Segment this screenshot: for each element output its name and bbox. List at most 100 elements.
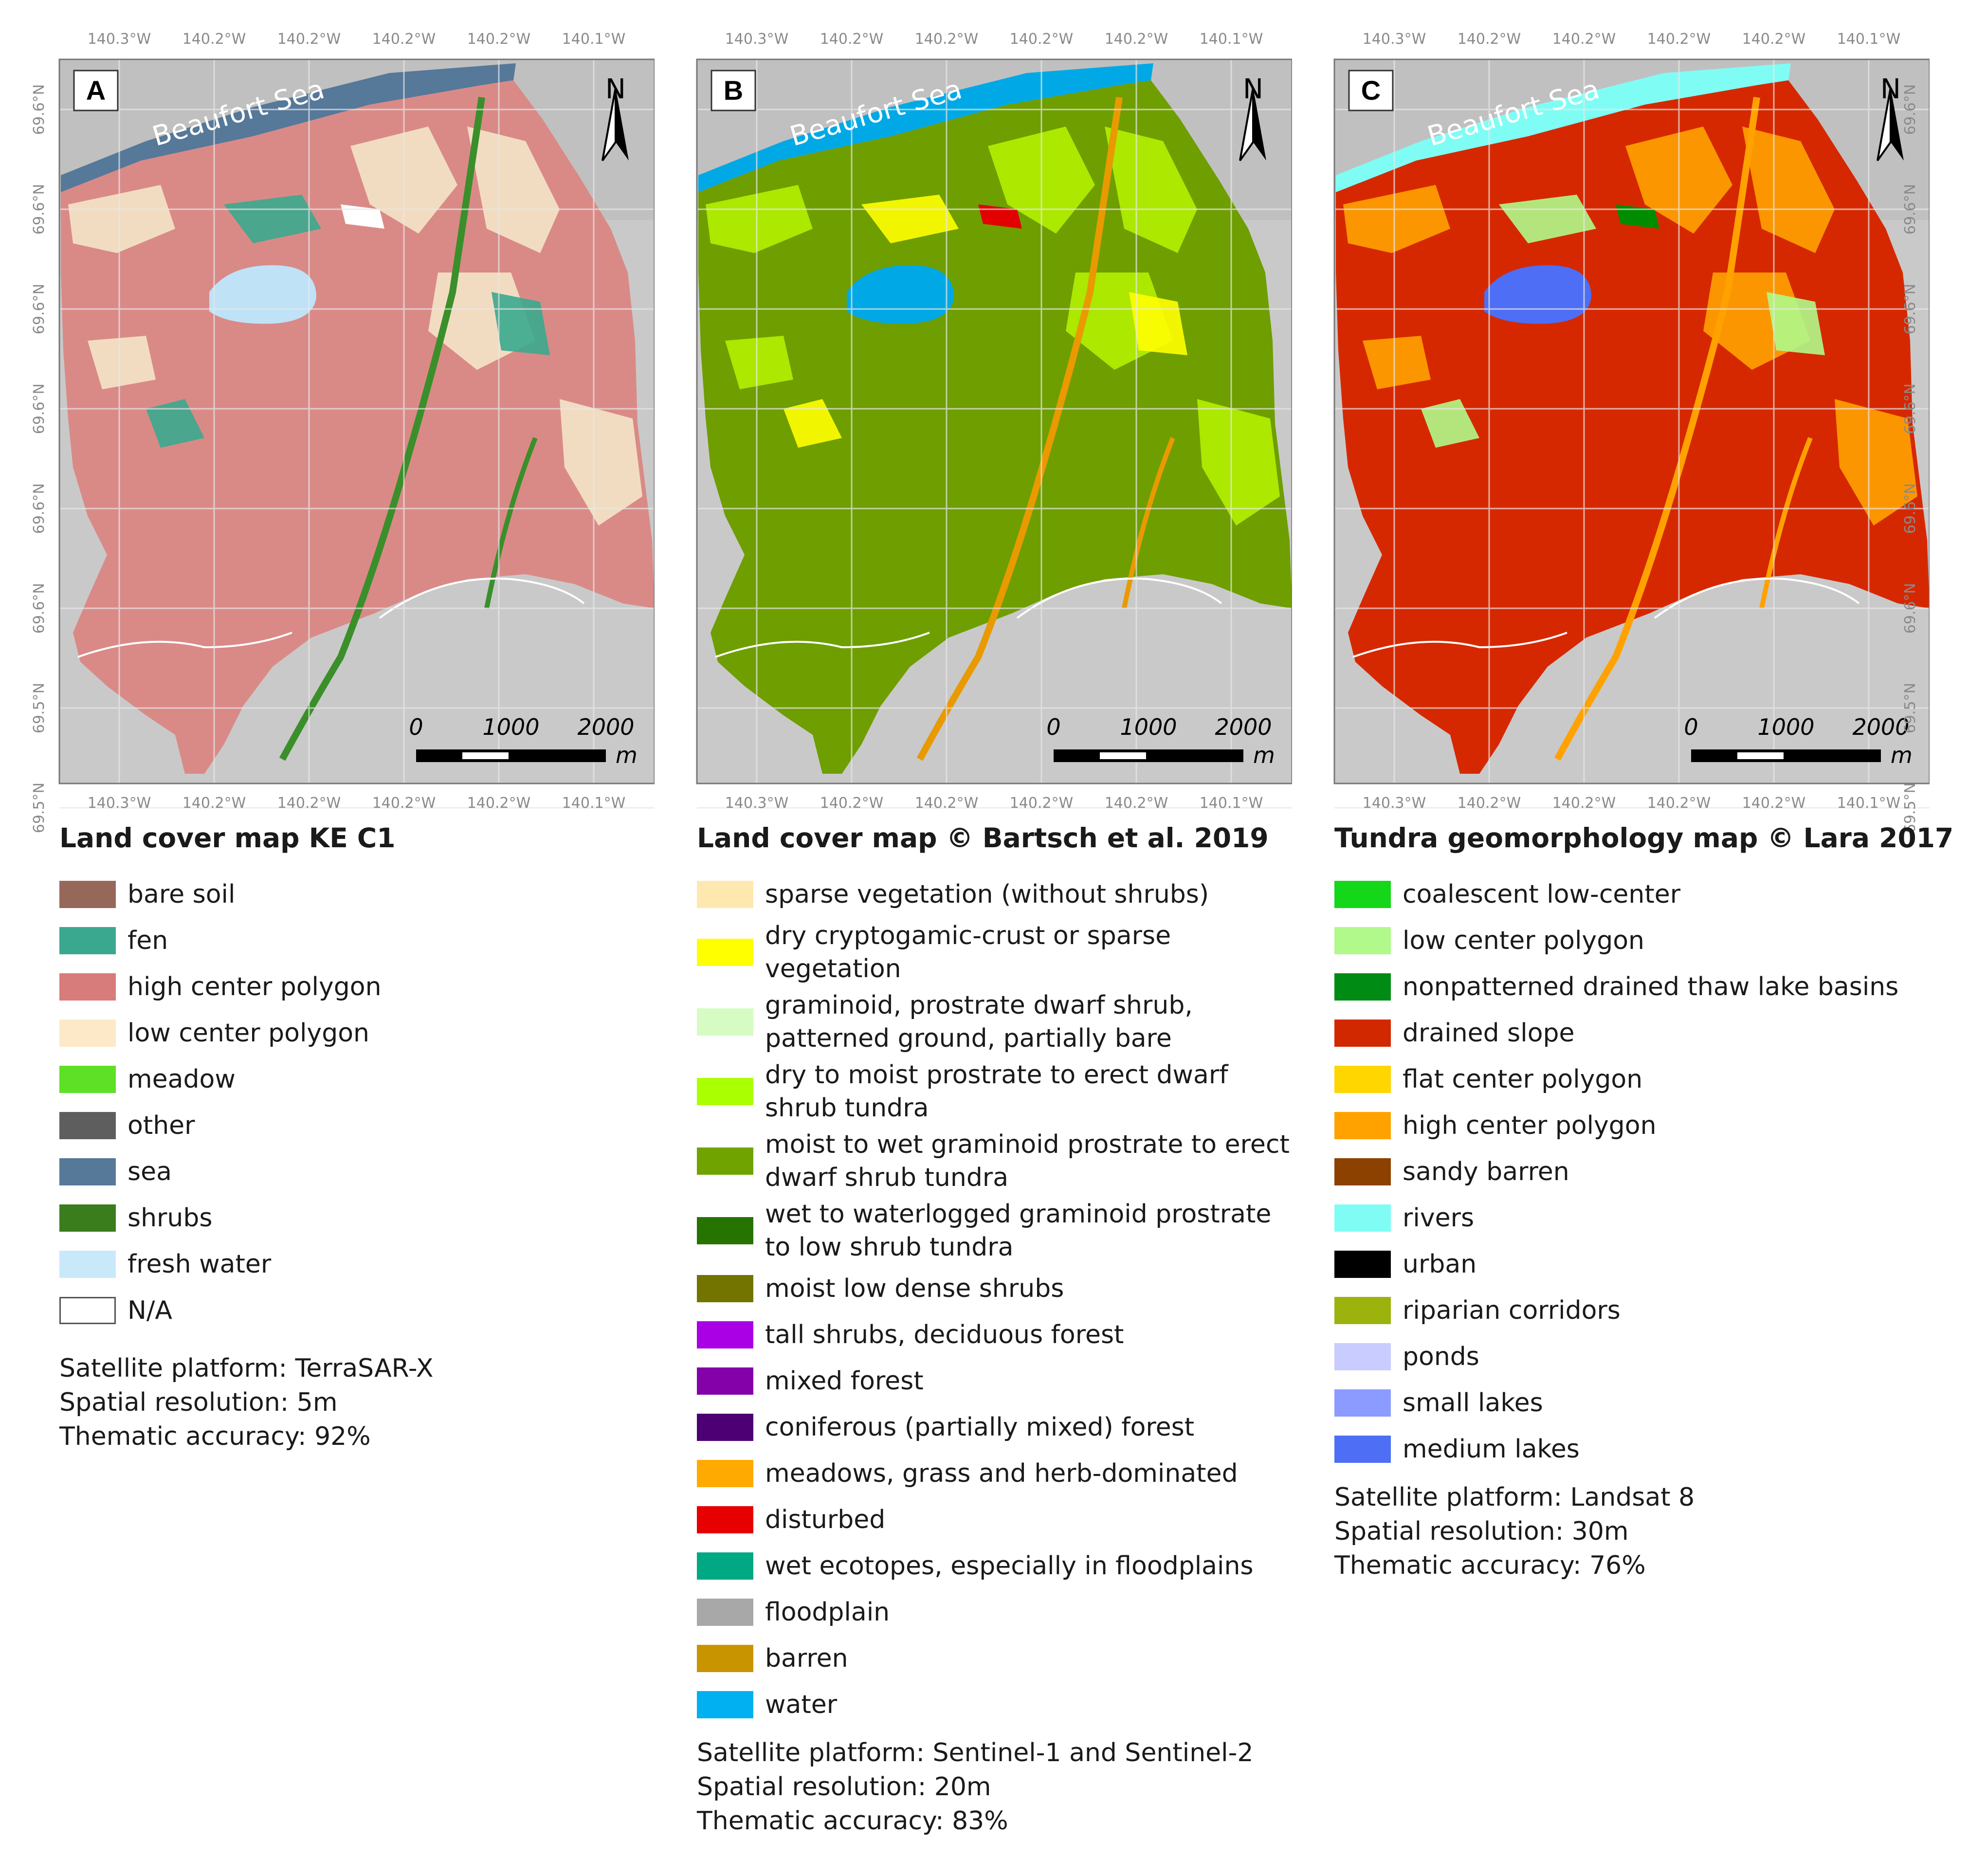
longitude-label: 140.2°W bbox=[372, 31, 436, 48]
legend-swatch bbox=[1334, 1066, 1391, 1093]
legend-swatch bbox=[1334, 1436, 1391, 1463]
meta-resolution: Spatial resolution: 5m bbox=[59, 1388, 338, 1417]
scale-label-max: 2000 bbox=[1852, 714, 1909, 740]
latitude-label: 69.5°N bbox=[31, 683, 48, 733]
north-label: N bbox=[605, 73, 626, 105]
longitude-label: 140.2°W bbox=[1105, 795, 1168, 812]
panel-label-box bbox=[1348, 70, 1394, 111]
legend-swatch bbox=[59, 881, 116, 908]
legend-item: meadow bbox=[59, 1058, 658, 1101]
latitude-label: 69.6°N bbox=[1902, 184, 1919, 235]
longitude-label: 140.2°W bbox=[1647, 795, 1711, 812]
legend-swatch bbox=[697, 1321, 753, 1348]
scale-segment bbox=[1054, 749, 1243, 762]
longitude-label: 140.2°W bbox=[182, 31, 246, 48]
panel-label: C bbox=[1361, 75, 1381, 106]
meta-accuracy: Thematic accuracy: 92% bbox=[59, 1422, 371, 1451]
legend-swatch bbox=[1334, 1389, 1391, 1417]
legend-swatch bbox=[59, 1251, 116, 1278]
longitude-label: 140.2°W bbox=[1742, 795, 1806, 812]
legend-swatch bbox=[697, 1367, 753, 1395]
land-cover-patch bbox=[1835, 399, 1917, 526]
legend-list-b: sparse vegetation (without shrubs) dry cr… bbox=[697, 873, 1295, 1726]
legend-title-c: Tundra geomorphology map © Lara 2017 bbox=[1334, 822, 1954, 854]
land-cover-patch bbox=[341, 204, 384, 229]
longitude-label: 140.2°W bbox=[1458, 795, 1521, 812]
legend-swatch bbox=[1334, 1297, 1391, 1324]
land-cover-patch bbox=[1499, 195, 1596, 243]
panel-label-box bbox=[711, 70, 756, 111]
longitude-label: 140.2°W bbox=[372, 795, 436, 812]
land-cover-patch bbox=[1616, 204, 1659, 229]
longitude-label: 140.1°W bbox=[1837, 795, 1901, 812]
legend-swatch bbox=[1334, 1020, 1391, 1047]
latitude-label: 69.6°N bbox=[31, 284, 48, 334]
panel-label: B bbox=[724, 75, 743, 106]
legend-item: moist low dense shrubs bbox=[697, 1267, 1295, 1310]
legend-label: drained slope bbox=[1403, 1019, 1575, 1048]
north-arrow-icon: N bbox=[601, 73, 629, 162]
legend-swatch bbox=[1334, 881, 1391, 908]
longitude-label: 140.3°W bbox=[725, 31, 789, 48]
land-cover-patch bbox=[146, 399, 204, 448]
longitude-label: 140.3°W bbox=[1363, 31, 1426, 48]
legend-item: N/A bbox=[59, 1289, 658, 1332]
legend-label: riparian corridors bbox=[1403, 1296, 1621, 1325]
legend-label: wet ecotopes, especially in floodplains bbox=[765, 1551, 1254, 1581]
sea-strip bbox=[698, 63, 1153, 192]
scale-segment bbox=[1691, 749, 1881, 762]
legend-item: barren bbox=[697, 1637, 1295, 1680]
scale-label-zero: 0 bbox=[1046, 714, 1060, 740]
latitude-label: 69.6°N bbox=[1902, 84, 1919, 135]
longitude-label: 140.2°W bbox=[1010, 795, 1074, 812]
legend-item: urban bbox=[1334, 1243, 1933, 1286]
north-arrow-icon: N bbox=[1239, 73, 1266, 162]
legend-swatch bbox=[59, 1112, 116, 1139]
legend-label: moist low dense shrubs bbox=[765, 1274, 1064, 1303]
legend-label: graminoid, prostrate dwarf shrub, patter… bbox=[765, 991, 1193, 1053]
river-channel bbox=[484, 437, 538, 609]
graticule bbox=[59, 59, 655, 809]
graticule bbox=[697, 59, 1292, 809]
legend-item: wet ecotopes, especially in floodplains bbox=[697, 1545, 1295, 1587]
legend-label: fresh water bbox=[128, 1250, 272, 1279]
legend-swatch bbox=[1334, 1343, 1391, 1370]
legend-label: low center polygon bbox=[1403, 926, 1644, 955]
latitude-label: 69.6°N bbox=[1902, 284, 1919, 334]
scale-unit: m bbox=[616, 742, 638, 768]
land-cover-patch bbox=[1105, 127, 1197, 253]
legend-label: urban bbox=[1403, 1250, 1477, 1279]
legend-item: coalescent low-center bbox=[1334, 873, 1933, 916]
latitude-label: 69.5°N bbox=[1902, 683, 1919, 733]
legend-swatch bbox=[697, 939, 753, 966]
river-channel bbox=[1759, 437, 1813, 609]
legend-label: moist to wet graminoid prostrate to erec… bbox=[765, 1130, 1290, 1192]
scale-unit: m bbox=[1891, 742, 1913, 768]
longitude-label: 140.1°W bbox=[1837, 31, 1901, 48]
legend-item: shrubs bbox=[59, 1197, 658, 1239]
legend-swatch bbox=[697, 1275, 753, 1302]
legend-label: mixed forest bbox=[765, 1366, 924, 1396]
legend-item: dry to moist prostrate to erect dwarf sh… bbox=[697, 1058, 1295, 1125]
longitude-label: 140.2°W bbox=[915, 31, 979, 48]
legend-item: sandy barren bbox=[1334, 1150, 1933, 1193]
longitude-label: 140.2°W bbox=[1458, 31, 1521, 48]
legend-list-c: coalescent low-center low center polygon n… bbox=[1334, 873, 1933, 1471]
legend-swatch bbox=[697, 1599, 753, 1626]
longitude-label: 140.3°W bbox=[1363, 795, 1426, 812]
legend-a: Land cover map KE C1 bare soil fen high ce… bbox=[59, 822, 658, 1454]
longitude-label: 140.2°W bbox=[1105, 31, 1168, 48]
legend-swatch bbox=[697, 1552, 753, 1580]
longitude-label: 140.1°W bbox=[562, 31, 626, 48]
legend-swatch bbox=[1334, 1112, 1391, 1139]
longitude-label: 140.2°W bbox=[1552, 795, 1616, 812]
legend-title-b: Land cover map © Bartsch et al. 2019 bbox=[697, 822, 1269, 854]
meta-resolution: Spatial resolution: 30m bbox=[1334, 1517, 1629, 1546]
map-a-svg: A Beaufort Sea N0 1000 2000m140.3°W140.3°W14… bbox=[31, 31, 655, 832]
legend-label: floodplain bbox=[765, 1598, 890, 1627]
longitude-label: 140.2°W bbox=[182, 795, 246, 812]
legend-item: high center polygon bbox=[59, 965, 658, 1008]
longitude-label: 140.2°W bbox=[467, 795, 531, 812]
longitude-label: 140.3°W bbox=[725, 795, 789, 812]
legend-swatch bbox=[59, 1297, 116, 1324]
